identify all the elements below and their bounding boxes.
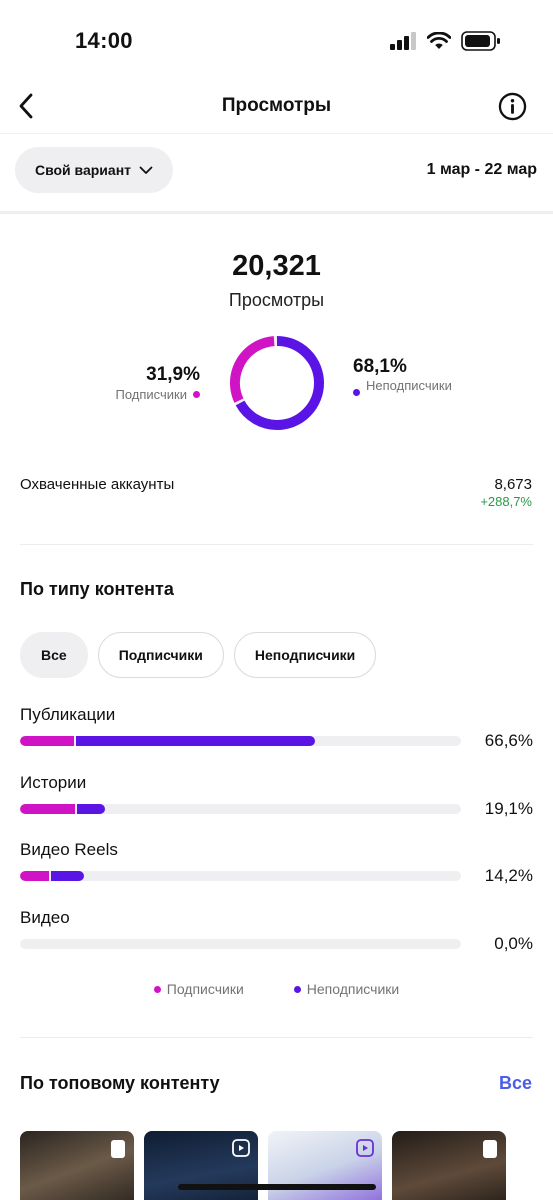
chip-all[interactable]: Все bbox=[20, 632, 88, 678]
bar-segment-nonfollowers bbox=[76, 736, 315, 746]
content-row-stories: Истории 19,1% bbox=[20, 773, 533, 833]
content-row-label: Видео bbox=[20, 908, 70, 927]
legend-followers: Подписчики bbox=[153, 981, 244, 997]
reels-icon bbox=[356, 1139, 374, 1157]
status-time: 14:00 bbox=[75, 28, 133, 53]
home-indicator bbox=[178, 1184, 376, 1190]
bar-segment-nonfollowers bbox=[50, 871, 84, 881]
content-thumbnail[interactable] bbox=[20, 1131, 134, 1200]
carousel-icon bbox=[111, 1140, 125, 1158]
chevron-down-icon bbox=[139, 166, 153, 174]
audience-filter-chips: Все Подписчики Неподписчики bbox=[20, 632, 377, 678]
wifi-icon bbox=[427, 32, 451, 49]
audience-donut-chart bbox=[230, 336, 324, 430]
reached-accounts-label: Охваченные аккаунты bbox=[20, 476, 175, 493]
chevron-left-icon bbox=[19, 93, 33, 119]
see-all-link[interactable]: Все bbox=[498, 1073, 532, 1093]
carousel-icon bbox=[483, 1140, 497, 1158]
content-row-percent: 0,0% bbox=[494, 934, 533, 953]
legend-followers-label: Подписчики bbox=[166, 981, 244, 997]
divider bbox=[20, 1037, 533, 1038]
reels-icon bbox=[232, 1139, 250, 1157]
top-content-title: По топовому контенту bbox=[20, 1073, 220, 1093]
content-row-videos: Видео 0,0% bbox=[20, 908, 533, 968]
followers-dot bbox=[153, 985, 161, 993]
content-thumbnail[interactable] bbox=[392, 1131, 506, 1200]
signal-icon bbox=[390, 32, 416, 50]
divider bbox=[20, 544, 533, 545]
content-row-label: Публикации bbox=[20, 705, 116, 724]
content-type-title: По типу контента bbox=[20, 579, 174, 599]
bar-segment-followers bbox=[20, 736, 75, 746]
reached-accounts-change: +288,7% bbox=[480, 494, 532, 509]
variant-dropdown[interactable]: Свой вариант bbox=[15, 147, 173, 193]
content-row-posts: Публикации 66,6% bbox=[20, 705, 533, 765]
reached-accounts-value: 8,673 bbox=[494, 476, 532, 493]
info-icon[interactable] bbox=[498, 92, 527, 121]
followers-legend: Подписчики bbox=[115, 387, 200, 402]
content-row-percent: 66,6% bbox=[484, 731, 533, 750]
nonfollowers-legend: Неподписчики bbox=[353, 378, 463, 396]
content-row-label: Истории bbox=[20, 773, 87, 792]
chip-followers[interactable]: Подписчики bbox=[97, 632, 224, 678]
donut-segment-nonfollowers bbox=[230, 336, 324, 430]
content-bar-track bbox=[20, 736, 461, 746]
nonfollowers-percent: 68,1% bbox=[353, 356, 407, 377]
variant-label: Свой вариант bbox=[34, 162, 132, 178]
date-range[interactable]: 1 мар - 22 мар bbox=[426, 161, 537, 178]
page-title: Просмотры bbox=[221, 95, 332, 116]
status-icons bbox=[390, 31, 501, 51]
status-bar: 14:00 bbox=[0, 0, 553, 80]
nonfollowers-dot bbox=[353, 389, 360, 396]
content-type-legend: Подписчики Неподписчики bbox=[0, 981, 553, 997]
nonfollowers-label: Неподписчики bbox=[366, 378, 452, 393]
legend-nonfollowers: Неподписчики bbox=[293, 981, 400, 997]
content-bar-track bbox=[20, 939, 461, 949]
total-views-value: 20,321 bbox=[232, 250, 321, 282]
donut-segment-followers bbox=[230, 336, 324, 430]
content-bar-track bbox=[20, 871, 461, 881]
content-bar-track bbox=[20, 804, 461, 814]
content-row-label: Видео Reels bbox=[20, 840, 118, 859]
nav-bar: Просмотры bbox=[0, 80, 553, 134]
battery-icon bbox=[461, 31, 500, 51]
content-row-reels: Видео Reels 14,2% bbox=[20, 840, 533, 900]
followers-dot bbox=[193, 391, 200, 398]
legend-nonfollowers-label: Неподписчики bbox=[306, 981, 400, 997]
followers-percent: 31,9% bbox=[146, 364, 200, 385]
content-row-percent: 19,1% bbox=[484, 799, 533, 818]
bar-segment-followers bbox=[20, 804, 75, 814]
filter-row: Свой вариант 1 мар - 22 мар bbox=[0, 134, 553, 214]
nonfollowers-dot bbox=[293, 985, 301, 993]
bar-segment-followers bbox=[20, 871, 49, 881]
content-row-percent: 14,2% bbox=[484, 866, 533, 885]
bar-segment-nonfollowers bbox=[77, 804, 106, 814]
followers-label: Подписчики bbox=[115, 387, 187, 402]
back-button[interactable] bbox=[12, 90, 40, 122]
total-views-label: Просмотры bbox=[228, 290, 325, 310]
chip-nonfollowers[interactable]: Неподписчики bbox=[233, 632, 377, 678]
